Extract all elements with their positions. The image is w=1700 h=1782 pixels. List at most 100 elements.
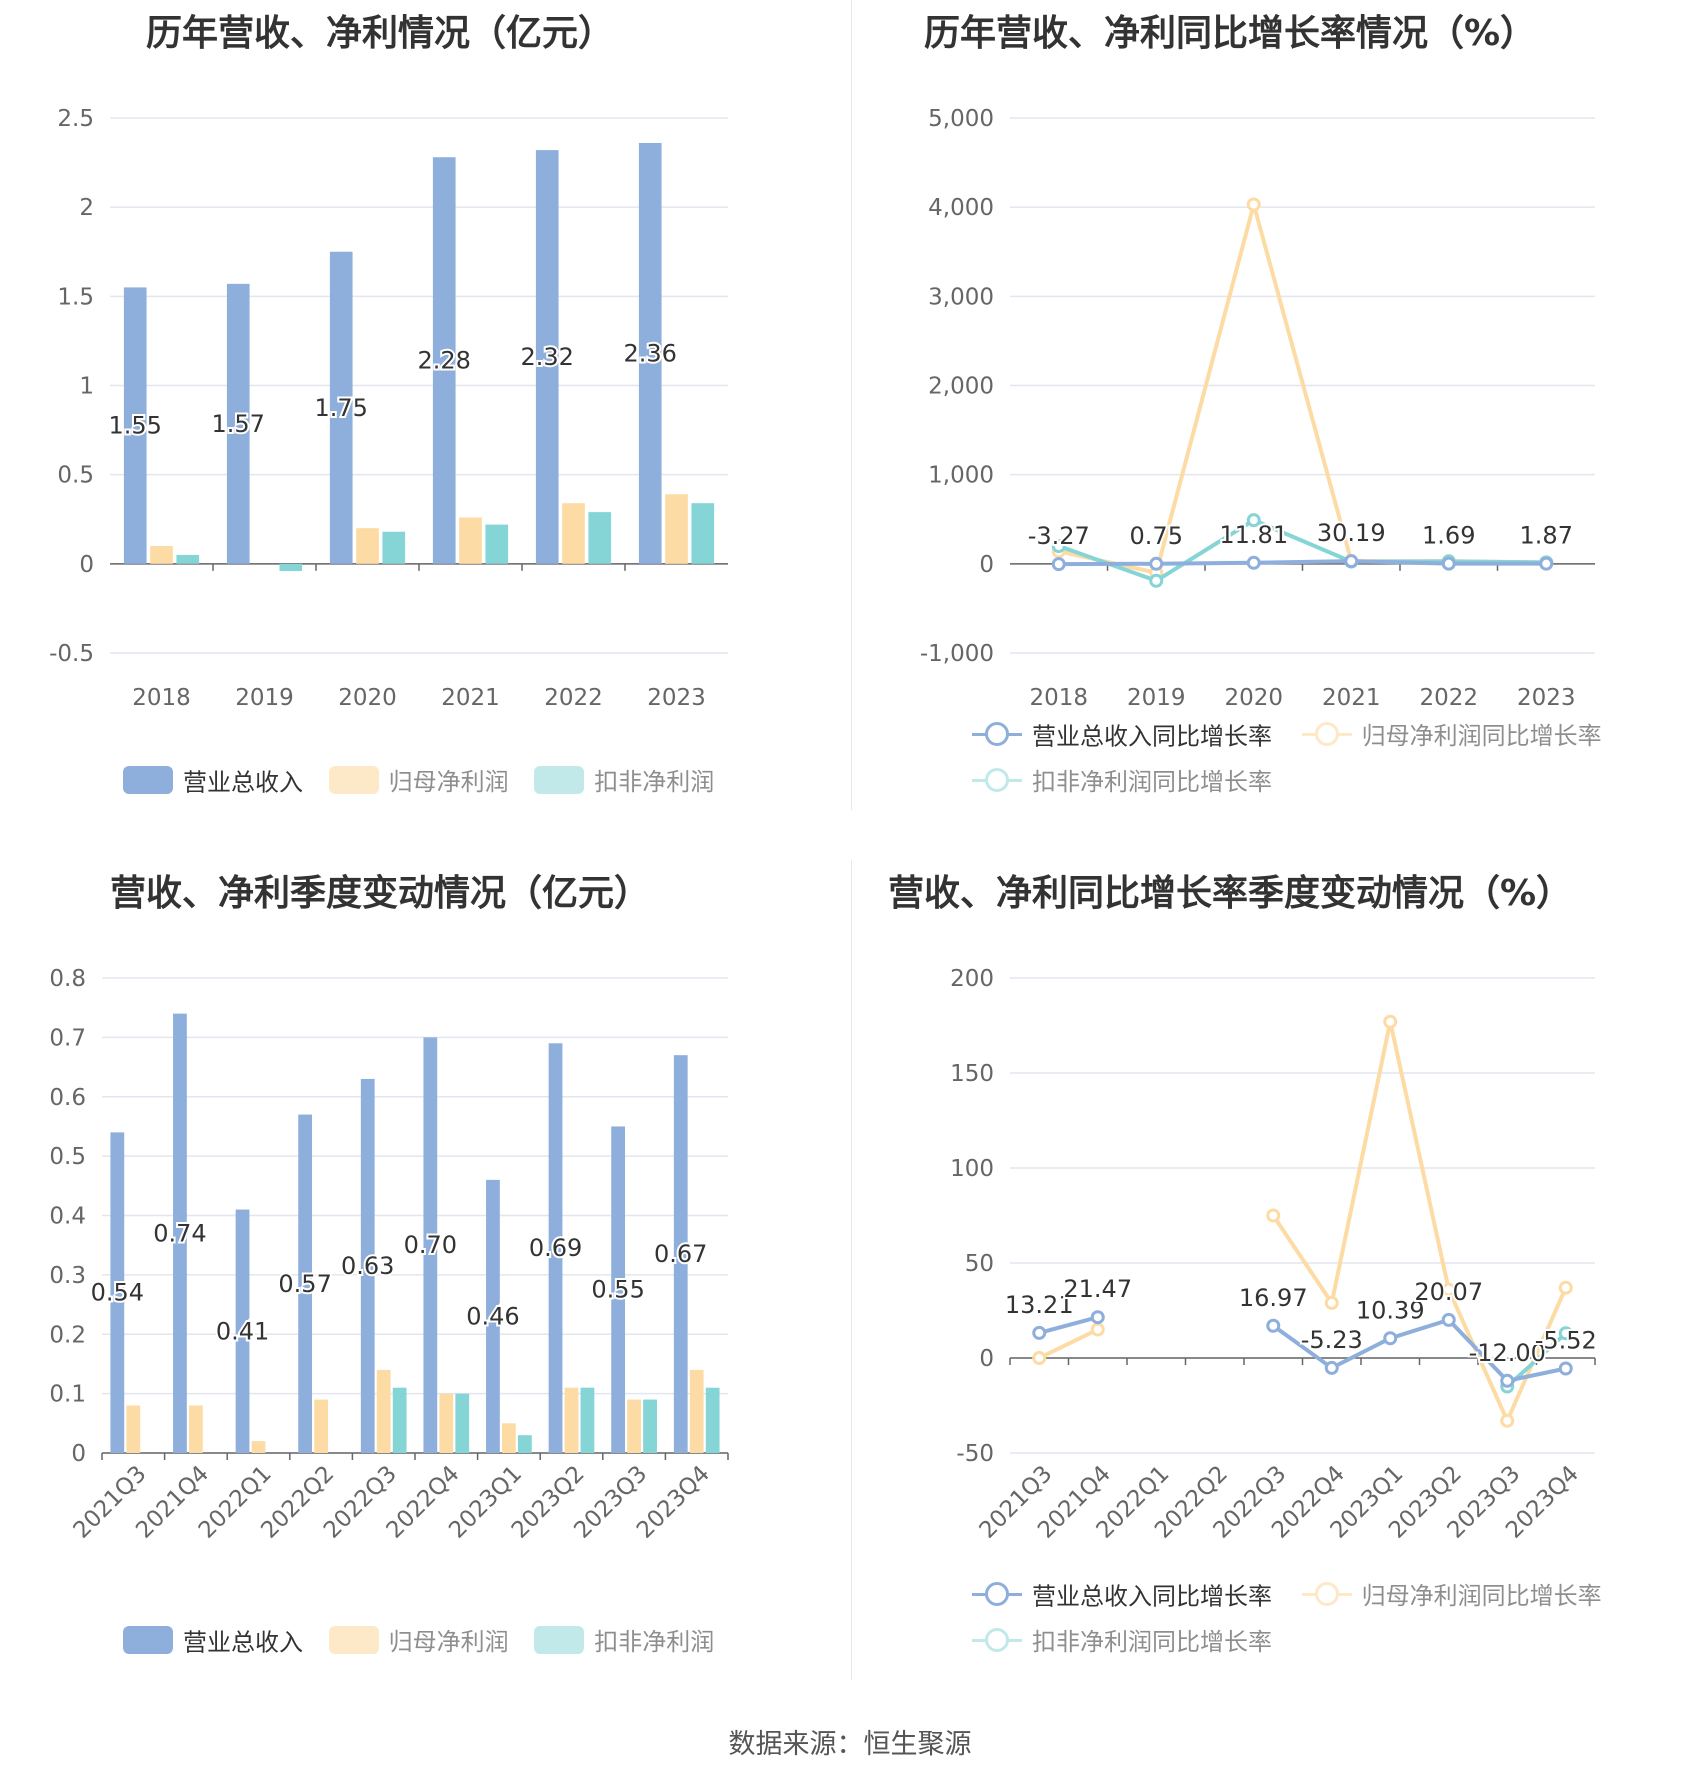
legend-item-deducted-profit[interactable]: 扣非净利润 bbox=[534, 765, 715, 796]
x-tick-label: 2023 bbox=[1517, 685, 1576, 711]
legend-item-revenue[interactable]: 营业总收入 bbox=[123, 765, 303, 796]
legend: 营业总收入同比增长率 归母净利润同比增长率 bbox=[972, 716, 1602, 751]
point-deducted-profit-growth bbox=[1051, 539, 1066, 553]
data-label: 0.46 bbox=[466, 1302, 519, 1330]
bar-deducted-profit bbox=[279, 563, 303, 571]
legend-label: 营业总收入 bbox=[183, 1628, 303, 1656]
legend-label: 扣非净利润 bbox=[594, 768, 715, 796]
point-deducted-profit-growth bbox=[1149, 573, 1164, 588]
bar-net-profit bbox=[562, 503, 585, 564]
y-tick-label: 100 bbox=[950, 1156, 994, 1182]
bar-net-profit bbox=[356, 528, 379, 564]
bar-deducted-profit bbox=[588, 512, 612, 564]
point-revenue-growth bbox=[1500, 1373, 1515, 1388]
y-tick-label: 2 bbox=[79, 195, 94, 221]
bar-net-profit bbox=[251, 1441, 266, 1453]
bar-net-profit bbox=[189, 1405, 203, 1453]
bar-net-profit bbox=[376, 1369, 391, 1453]
legend-item-revenue-growth[interactable]: 营业总收入同比增长率 bbox=[972, 1579, 1272, 1610]
legend-row-2: 扣非净利润同比增长率 bbox=[972, 1622, 1272, 1657]
annual-amount-chart: -0.5 0 0.5 1 1.5 2 2.5 2018 2019 2020 2021 2022 2023… bbox=[49, 106, 728, 711]
point-revenue-growth bbox=[1246, 555, 1261, 570]
data-label: 1.87 bbox=[1520, 522, 1573, 550]
y-tick-label: 0.3 bbox=[49, 1263, 86, 1289]
legend-label: 归母净利润同比增长率 bbox=[1361, 722, 1602, 750]
bar-net-profit bbox=[150, 546, 173, 564]
legend-label: 营业总收入同比增长率 bbox=[1032, 722, 1272, 750]
legend-item-revenue-growth[interactable]: 营业总收入同比增长率 bbox=[972, 719, 1272, 750]
y-tick-label: 0.6 bbox=[49, 1085, 86, 1111]
data-label: -5.23 bbox=[1301, 1326, 1363, 1354]
y-tick-label: -1,000 bbox=[920, 641, 994, 667]
y-tick-label: 0 bbox=[979, 552, 994, 578]
legend-label: 归母净利润 bbox=[388, 768, 509, 796]
y-tick-label: -50 bbox=[956, 1441, 994, 1467]
legend-item-revenue[interactable]: 营业总收入 bbox=[123, 1625, 303, 1656]
x-tick-label: 2023 bbox=[647, 685, 706, 711]
quarterly-growth-chart: -500501001502002021Q32021Q42022Q12022Q22… bbox=[950, 966, 1599, 1544]
x-tick-label: 2018 bbox=[1029, 685, 1088, 711]
point-revenue-growth bbox=[1051, 557, 1066, 572]
point-net-profit-growth bbox=[1032, 1351, 1047, 1365]
y-tick-label: 1.5 bbox=[57, 284, 94, 310]
bar-revenue bbox=[173, 1013, 187, 1453]
point-revenue-growth bbox=[1441, 556, 1456, 571]
data-label: 2.28 bbox=[418, 347, 471, 375]
legend-item-net-profit-growth[interactable]: 归母净利润同比增长率 bbox=[1301, 1579, 1602, 1610]
legend-item-deducted-profit[interactable]: 扣非净利润 bbox=[534, 1625, 714, 1656]
point-net-profit-growth bbox=[1441, 1282, 1456, 1297]
bar-revenue bbox=[423, 1037, 438, 1453]
line-revenue-growth bbox=[1058, 559, 1547, 567]
legend-item-net-profit[interactable]: 归母净利润 bbox=[328, 765, 509, 796]
x-tick-label: 2018 bbox=[132, 685, 191, 711]
legend-label: 扣非净利润同比增长率 bbox=[1032, 768, 1272, 796]
bar-deducted-profit bbox=[705, 1387, 720, 1453]
data-label: 30.19 bbox=[1317, 519, 1386, 547]
data-label: -5.52 bbox=[1535, 1326, 1597, 1354]
legend-item-deducted-profit-growth[interactable]: 扣非净利润同比增长率 bbox=[972, 1625, 1272, 1656]
chart-panel-quarterly-growth: 营收、净利同比增长率季度变动情况（%） -50 0 50 100 150 200 2021Q… bbox=[850, 860, 1700, 1720]
quarterly-amount-chart: 00.10.20.30.40.50.60.70.82021Q32021Q4202… bbox=[49, 966, 729, 1544]
legend-item-deducted-profit-growth[interactable]: 扣非净利润同比增长率 bbox=[972, 765, 1272, 796]
point-net-profit-growth bbox=[1500, 1413, 1515, 1428]
legend-item-net-profit[interactable]: 归母净利润 bbox=[328, 1625, 509, 1656]
data-label: 0.41 bbox=[216, 1317, 269, 1345]
legend: 营业总收入同比增长率 归母净利润同比增长率 bbox=[972, 1576, 1602, 1611]
bar-revenue bbox=[535, 150, 559, 564]
bar-revenue bbox=[673, 1055, 688, 1453]
x-tick-label: 2020 bbox=[338, 685, 397, 711]
y-tick-label: 0.4 bbox=[49, 1204, 86, 1230]
point-net-profit-growth bbox=[1266, 1208, 1281, 1223]
line-revenue-growth bbox=[1038, 1315, 1099, 1335]
y-tick-label: -0.5 bbox=[49, 641, 94, 667]
bar-net-profit bbox=[502, 1423, 516, 1453]
legend: 营业总收入 归母净利润 扣非净利润 bbox=[123, 1622, 714, 1657]
point-revenue-growth bbox=[1539, 556, 1554, 571]
data-label: 2.32 bbox=[521, 343, 574, 371]
data-label: 2.36 bbox=[624, 339, 677, 367]
legend: 营业总收入 归母净利润 扣非净利润 bbox=[123, 762, 714, 797]
point-net-profit-growth bbox=[1324, 1295, 1339, 1310]
point-net-profit-growth bbox=[1383, 1014, 1398, 1029]
x-tick-label: 2021 bbox=[441, 685, 500, 711]
x-tick-label: 2019 bbox=[1127, 685, 1186, 711]
point-deducted-profit-growth bbox=[1558, 1326, 1573, 1341]
data-label: 11.81 bbox=[1219, 521, 1288, 549]
data-label: -3.27 bbox=[1028, 522, 1090, 550]
y-tick-label: 2.5 bbox=[57, 106, 94, 132]
legend-label: 营业总收入同比增长率 bbox=[1032, 1582, 1272, 1610]
y-tick-label: 5,000 bbox=[928, 106, 994, 132]
bar-deducted-profit bbox=[455, 1393, 470, 1453]
bar-revenue bbox=[298, 1114, 313, 1453]
bar-deducted-profit bbox=[176, 554, 200, 564]
data-label: 0.74 bbox=[153, 1219, 206, 1247]
y-tick-label: 0.1 bbox=[49, 1382, 86, 1408]
y-tick-label: 0.7 bbox=[49, 1025, 86, 1051]
point-net-profit-growth bbox=[1090, 1322, 1105, 1337]
bar-deducted-profit bbox=[382, 531, 406, 564]
legend-item-net-profit-growth[interactable]: 归母净利润同比增长率 bbox=[1301, 719, 1602, 750]
chart-panel-annual-growth: 历年营收、净利同比增长率情况（%） -1,000 0 1,000 2,000 3,000… bbox=[850, 0, 1700, 860]
data-label: 0.69 bbox=[529, 1234, 582, 1262]
y-tick-label: 4,000 bbox=[928, 195, 994, 221]
point-revenue-growth bbox=[1558, 1361, 1573, 1376]
